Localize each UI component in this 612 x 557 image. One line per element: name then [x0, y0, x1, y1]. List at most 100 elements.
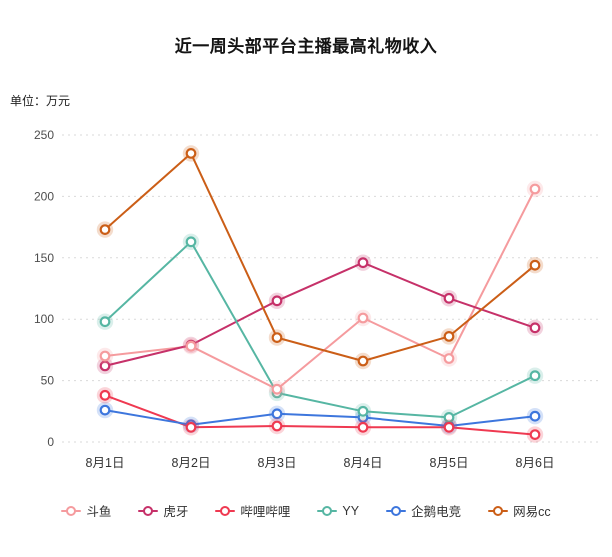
y-axis-tick-label: 0 — [47, 435, 54, 449]
data-point-网易cc — [443, 330, 455, 342]
data-point-网易cc — [99, 224, 111, 235]
data-point-斗鱼 — [271, 383, 283, 395]
data-point-斗鱼 — [99, 350, 111, 362]
data-point-halo — [526, 180, 544, 198]
data-point-halo — [440, 328, 458, 345]
data-point-企鹅电竞 — [271, 408, 283, 420]
chart-title: 近一周头部平台主播最高礼物收入 — [174, 37, 438, 56]
data-point-halo — [96, 387, 114, 404]
data-point-哔哩哔哩 — [99, 389, 111, 401]
legend-item-哔哩哔哩[interactable]: 哔哩哔哩 — [215, 501, 290, 520]
legend-circle — [391, 505, 402, 516]
data-point-YY — [443, 412, 455, 423]
data-point-网易cc — [271, 332, 283, 344]
x-axis-tick-label: 8月3日 — [258, 456, 297, 470]
data-point-斗鱼 — [185, 340, 197, 352]
data-point-虎牙 — [443, 292, 455, 304]
line-chart: 0 50 100 150 200 250 8月1日 8月2日 8月3日 8月4日 8月5日 8月6日 — [34, 128, 600, 470]
legend-marker-icon — [138, 505, 159, 516]
data-point-哔哩哔哩 — [529, 429, 541, 441]
legend-label: 哔哩哔哩 — [240, 505, 291, 519]
data-point-halo — [526, 367, 544, 384]
series-line-YY — [104, 240, 536, 419]
data-point-halo — [182, 145, 200, 162]
data-point-斗鱼 — [529, 183, 541, 195]
y-axis-tick-label: 150 — [34, 251, 54, 265]
data-point-halo — [96, 313, 114, 330]
data-point-halo — [354, 419, 372, 436]
data-point-halo — [268, 329, 286, 346]
data-point-halo — [268, 417, 286, 435]
data-point-哔哩哔哩 — [271, 420, 283, 432]
x-axis-tick-label: 8月2日 — [172, 456, 211, 470]
data-point-halo — [526, 408, 544, 425]
data-point-halo — [526, 319, 544, 337]
data-point-斗鱼 — [357, 312, 369, 324]
data-point-halo — [440, 350, 458, 367]
data-point-halo — [526, 256, 544, 274]
data-point-YY — [99, 316, 111, 328]
data-point-YY — [529, 370, 541, 382]
y-axis-tick-label: 100 — [34, 312, 54, 326]
legend-label: 斗鱼 — [86, 505, 112, 519]
data-point-网易cc — [529, 259, 541, 271]
data-point-halo — [182, 419, 200, 436]
data-point-哔哩哔哩 — [185, 421, 197, 433]
data-point-halo — [268, 292, 286, 310]
legend-label: 虎牙 — [163, 505, 189, 519]
data-point-虎牙 — [357, 257, 369, 269]
series-line-斗鱼 — [104, 188, 536, 391]
legend-label: 企鹅电竞 — [411, 505, 462, 519]
data-point-halo — [96, 401, 114, 419]
x-axis-tick-label: 8月4日 — [344, 456, 383, 470]
legend-item-YY[interactable]: YY — [317, 504, 359, 518]
legend-marker-icon — [215, 505, 236, 516]
x-axis-tick-label: 8月6日 — [516, 456, 555, 470]
data-point-halo — [354, 403, 372, 420]
data-point-halo — [182, 337, 200, 355]
data-point-halo — [96, 221, 114, 238]
y-axis-tick-label: 250 — [34, 128, 54, 142]
legend-label: 网易cc — [513, 505, 551, 519]
data-point-halo — [354, 352, 372, 370]
data-point-YY — [185, 236, 197, 248]
data-point-halo — [96, 347, 114, 365]
legend-circle — [66, 505, 77, 516]
data-point-虎牙 — [99, 360, 111, 372]
data-point-斗鱼 — [443, 353, 455, 364]
legend-label: YY — [342, 503, 360, 518]
x-axis-tick-label: 8月1日 — [86, 456, 125, 470]
data-point-halo — [440, 419, 458, 436]
legend-item-斗鱼[interactable]: 斗鱼 — [61, 501, 111, 520]
data-point-YY — [357, 405, 369, 417]
legend-marker-icon — [61, 505, 82, 516]
data-point-halo — [526, 426, 544, 443]
data-point-halo — [182, 233, 200, 251]
series-line-企鹅电竞 — [104, 409, 536, 427]
legend-circle — [143, 505, 154, 516]
legend-marker-icon — [317, 505, 338, 516]
y-axis-tick-label: 50 — [41, 374, 55, 388]
data-point-halo — [354, 254, 372, 271]
data-point-企鹅电竞 — [529, 410, 541, 422]
legend-marker-icon — [488, 505, 509, 516]
legend-circle — [322, 505, 333, 516]
series-line-网易cc — [104, 152, 536, 362]
legend-item-虎牙[interactable]: 虎牙 — [138, 501, 188, 520]
legend-item-网易cc[interactable]: 网易cc — [488, 501, 551, 520]
data-point-halo — [354, 309, 372, 327]
data-point-哔哩哔哩 — [357, 421, 369, 433]
legend-item-企鹅电竞[interactable]: 企鹅电竞 — [386, 501, 461, 520]
y-axis-tick-label: 200 — [34, 189, 54, 203]
legend-marker-icon — [386, 505, 407, 516]
data-point-网易cc — [357, 355, 369, 367]
x-axis-tick-label: 8月5日 — [430, 456, 469, 470]
chart-legend: 斗鱼 虎牙 哔哩哔哩 YY 企鹅电竞 网易cc — [0, 501, 612, 520]
unit-label: 单位：万元 — [10, 94, 71, 108]
data-point-halo — [268, 381, 286, 398]
series-line-虎牙 — [104, 261, 536, 367]
data-point-虎牙 — [271, 295, 283, 307]
data-point-哔哩哔哩 — [443, 421, 455, 433]
data-point-halo — [182, 336, 200, 354]
